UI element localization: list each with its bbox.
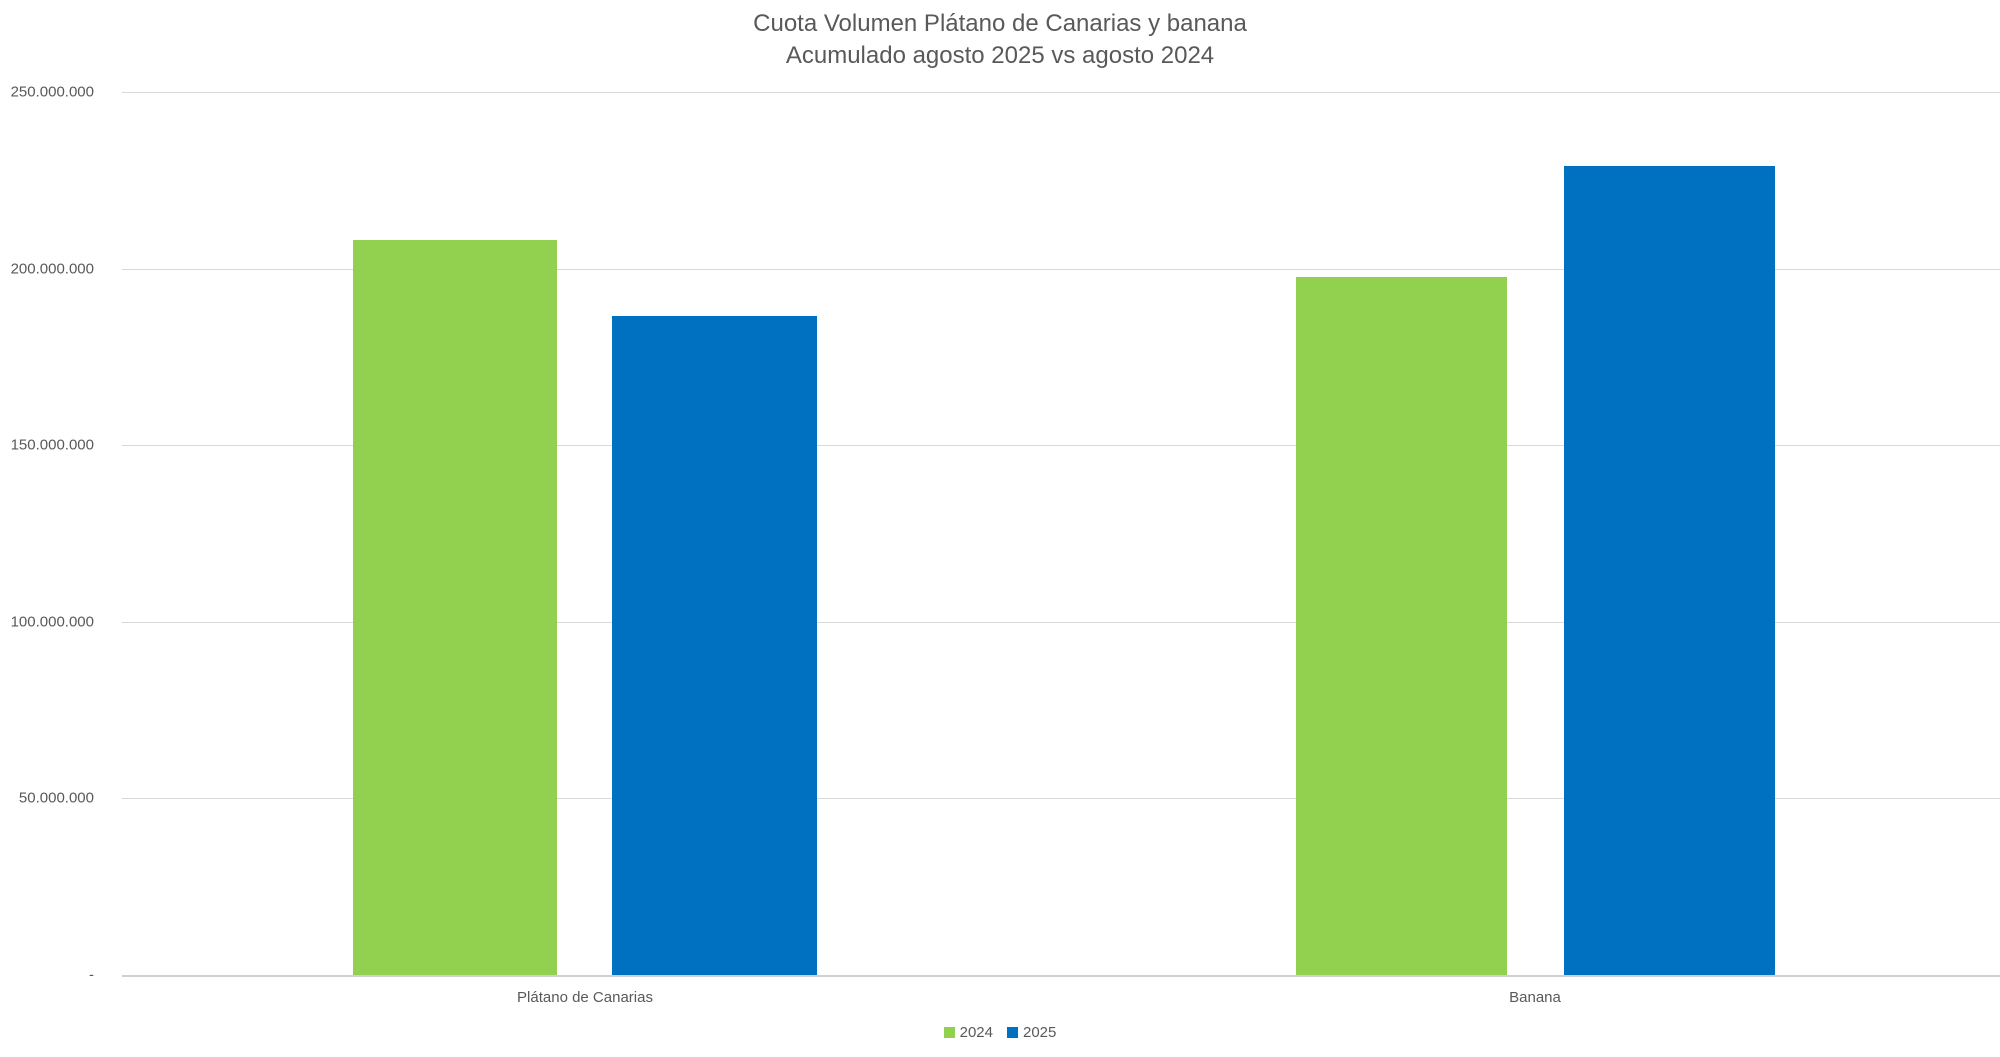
chart-subtitle: Acumulado agosto 2025 vs agosto 2024	[785, 42, 1215, 69]
gridline	[122, 92, 2000, 93]
y-tick-label: 100.000.000	[10, 613, 94, 631]
legend-item-2024[interactable]: 2024	[943, 1024, 993, 1041]
y-tick-label: 50.000.000	[18, 789, 94, 807]
gridline	[122, 268, 2000, 270]
bar-2025-1[interactable]	[1564, 166, 1775, 975]
x-tick-label: Plátano de Canarias	[517, 989, 653, 1006]
legend: 2024 2025	[0, 1024, 2000, 1041]
bar-2024-0[interactable]	[353, 240, 557, 975]
y-tick-label: 250.000.000	[10, 83, 94, 101]
legend-label: 2024	[959, 1024, 993, 1041]
y-tick-label: -	[89, 966, 94, 984]
gridline	[122, 798, 2000, 800]
y-tick-label: 150.000.000	[10, 436, 94, 454]
plot-area	[122, 92, 2000, 977]
gridline	[122, 621, 2000, 623]
gridline	[122, 445, 2000, 447]
y-tick-label: 200.000.000	[10, 260, 94, 278]
bar-2025-0[interactable]	[612, 316, 817, 975]
chart-title: Cuota Volumen Plátano de Canarias y bana…	[753, 10, 1247, 37]
x-tick-label: Banana	[1509, 989, 1561, 1006]
legend-item-2025[interactable]: 2025	[1007, 1024, 1056, 1041]
legend-swatch-icon	[1007, 1027, 1018, 1038]
legend-label: 2025	[1023, 1024, 1057, 1041]
gridline	[122, 975, 2000, 977]
legend-swatch-icon	[943, 1027, 955, 1038]
bar-2024-1[interactable]	[1296, 277, 1507, 975]
